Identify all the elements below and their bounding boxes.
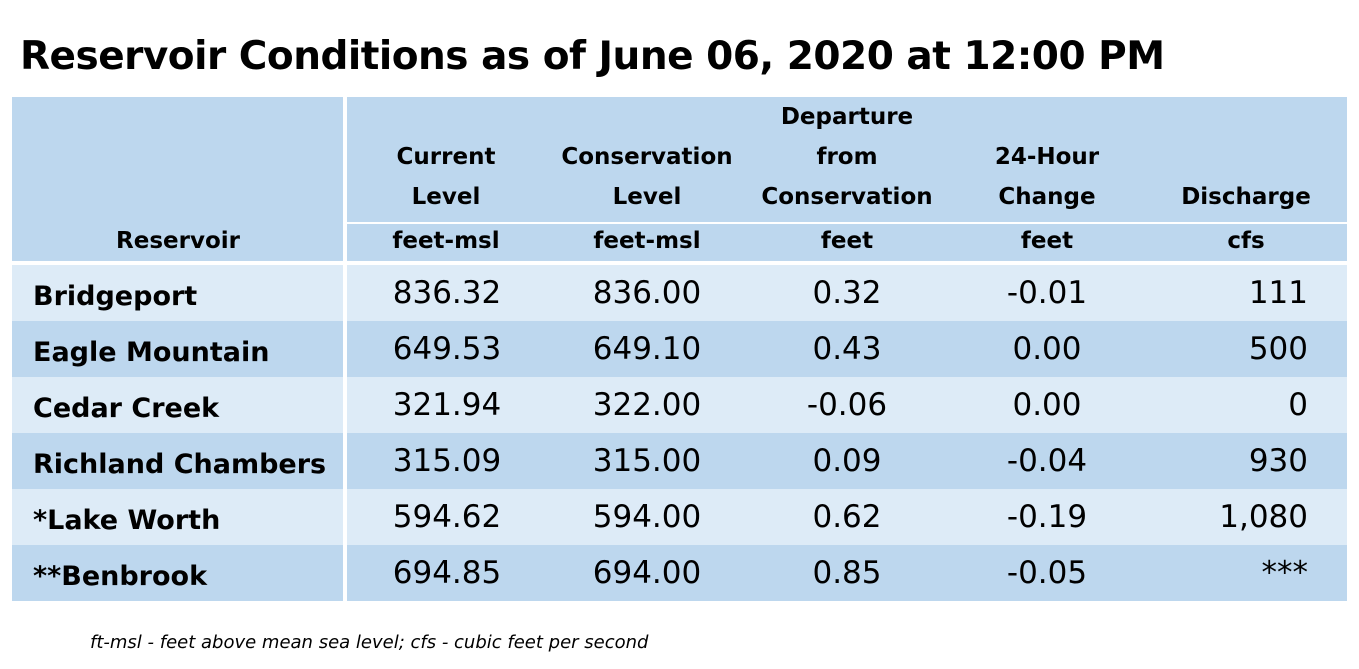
discharge-value: *** [1261, 555, 1309, 591]
departure-value: 0.43 [812, 331, 882, 367]
header-departure-line2: from [816, 144, 878, 170]
reservoir-name: Eagle Mountain [33, 337, 270, 368]
table-row: Eagle Mountain 649.53 649.10 0.43 0.00 5… [12, 321, 1347, 377]
discharge-value: 0 [1288, 387, 1308, 423]
departure-value: 0.85 [812, 555, 882, 591]
reservoir-table: Reservoir Current Level feet-msl Conserv… [12, 97, 1347, 603]
header-discharge-line1: Discharge [1181, 184, 1311, 210]
header-conservation-line2: Level [612, 184, 682, 210]
page-title: Reservoir Conditions as of June 06, 2020… [20, 34, 1165, 79]
header-divider [347, 222, 1347, 224]
header-reservoir: Reservoir [116, 228, 240, 254]
current-level: 649.53 [392, 331, 502, 367]
reservoir-name: Cedar Creek [33, 393, 220, 424]
header-current-line1: Current [396, 144, 496, 170]
change-value: 0.00 [1012, 331, 1082, 367]
table-header [12, 97, 1347, 261]
change-value: 0.00 [1012, 387, 1082, 423]
table-row: Bridgeport 836.32 836.00 0.32 -0.01 111 [12, 265, 1347, 321]
table-row: Cedar Creek 321.94 322.00 -0.06 0.00 0 [12, 377, 1347, 433]
header-conservation-line1: Conservation [561, 144, 733, 170]
header-discharge-unit: cfs [1227, 228, 1265, 254]
table-row: Richland Chambers 315.09 315.00 0.09 -0.… [12, 433, 1347, 489]
departure-value: 0.62 [812, 499, 882, 535]
change-value: -0.05 [1006, 555, 1088, 591]
conservation-level: 315.00 [592, 443, 702, 479]
conservation-level: 322.00 [592, 387, 702, 423]
header-departure-unit: feet [820, 228, 874, 254]
departure-value: 0.32 [812, 275, 882, 311]
table-row: **Benbrook 694.85 694.00 0.85 -0.05 *** [12, 545, 1347, 601]
conservation-level: 694.00 [592, 555, 702, 591]
current-level: 836.32 [392, 275, 502, 311]
discharge-value: 1,080 [1219, 499, 1308, 535]
table-row: *Lake Worth 594.62 594.00 0.62 -0.19 1,0… [12, 489, 1347, 545]
departure-value: 0.09 [812, 443, 882, 479]
conservation-level: 649.10 [592, 331, 702, 367]
reservoir-name: Bridgeport [33, 281, 198, 312]
footnote: ft-msl - feet above mean sea level; cfs … [90, 632, 649, 653]
current-level: 594.62 [392, 499, 502, 535]
current-level: 321.94 [392, 387, 502, 423]
column-divider [343, 97, 347, 603]
header-change-line2: Change [998, 184, 1096, 210]
current-level: 315.09 [392, 443, 502, 479]
header-current-unit: feet-msl [392, 228, 500, 254]
header-current-line2: Level [411, 184, 481, 210]
discharge-value: 930 [1248, 443, 1308, 479]
change-value: -0.19 [1006, 499, 1088, 535]
reservoir-name: **Benbrook [33, 561, 208, 592]
current-level: 694.85 [392, 555, 502, 591]
change-value: -0.01 [1006, 275, 1088, 311]
departure-value: -0.06 [806, 387, 888, 423]
header-departure-line1: Departure [780, 104, 914, 130]
change-value: -0.04 [1006, 443, 1088, 479]
conservation-level: 594.00 [592, 499, 702, 535]
conservation-level: 836.00 [592, 275, 702, 311]
header-conservation-unit: feet-msl [593, 228, 701, 254]
header-change-unit: feet [1020, 228, 1074, 254]
header-separator [12, 261, 1347, 265]
reservoir-name: Richland Chambers [33, 449, 327, 480]
discharge-value: 500 [1248, 331, 1308, 367]
discharge-value: 111 [1248, 275, 1308, 311]
header-departure-line3: Conservation [761, 184, 933, 210]
reservoir-name: *Lake Worth [33, 505, 221, 536]
header-change-line1: 24-Hour [994, 144, 1100, 170]
